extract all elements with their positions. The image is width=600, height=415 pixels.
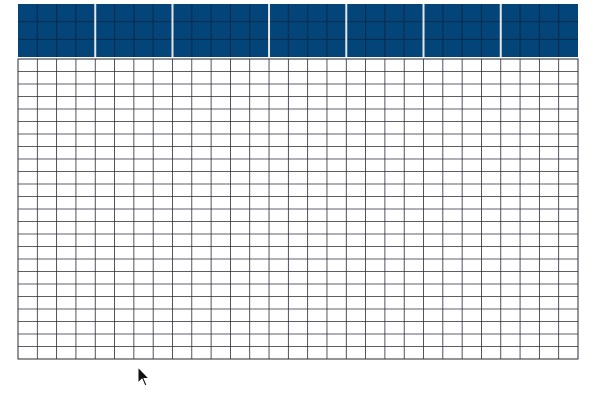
header-band[interactable] xyxy=(172,4,270,57)
mouse-pointer-icon xyxy=(137,366,150,387)
